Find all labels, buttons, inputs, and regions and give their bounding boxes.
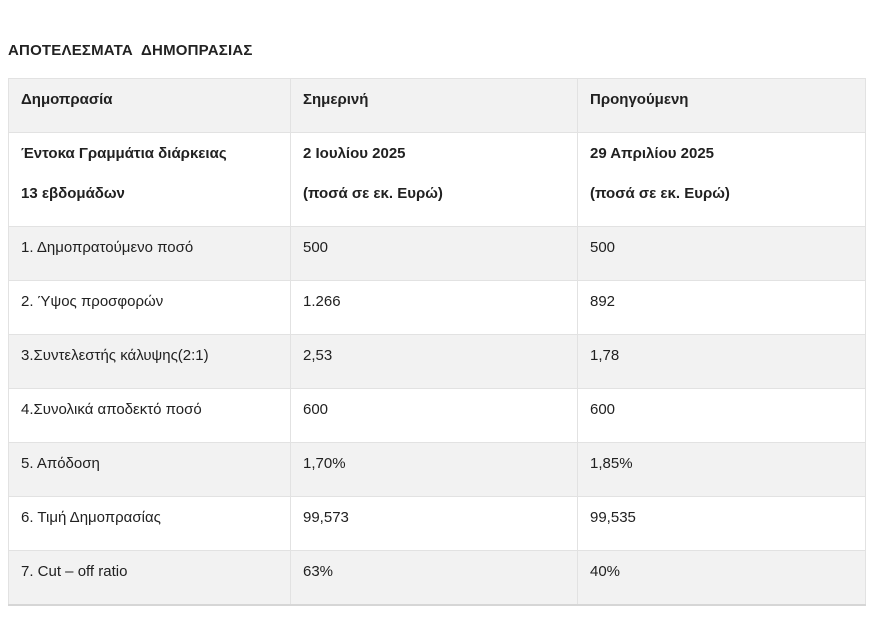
row-label: 7. Cut – off ratio — [8, 550, 291, 606]
table-header-row: Δημοπρασία Σημερινή Προηγούμενη — [8, 78, 866, 133]
previous-value: 40% — [577, 550, 866, 606]
instrument-cell: Έντοκα Γραμμάτια διάρκειας 13 εβδομάδων — [8, 132, 291, 227]
previous-value: 892 — [577, 280, 866, 335]
previous-value: 1,85% — [577, 442, 866, 497]
previous-value: 600 — [577, 388, 866, 443]
current-value: 500 — [290, 226, 578, 281]
column-header-current: Σημερινή — [290, 78, 578, 133]
instrument-duration: 13 εβδομάδων — [21, 185, 125, 202]
column-header-auction: Δημοπρασία — [8, 78, 291, 133]
table-subheader-row: Έντοκα Γραμμάτια διάρκειας 13 εβδομάδων … — [8, 132, 866, 227]
current-unit-note: (ποσά σε εκ. Ευρώ) — [303, 185, 443, 202]
current-auction-date: 2 Ιουλίου 2025 — [303, 145, 406, 162]
table-row-cut-off-ratio: 7. Cut – off ratio 63% 40% — [8, 550, 866, 606]
row-label: 3.Συντελεστής κάλυψης(2:1) — [8, 334, 291, 389]
current-auction-date-cell: 2 Ιουλίου 2025 (ποσά σε εκ. Ευρώ) — [290, 132, 578, 227]
table-row-total-bids: 2. Ύψος προσφορών 1.266 892 — [8, 280, 866, 335]
current-value: 63% — [290, 550, 578, 606]
previous-value: 500 — [577, 226, 866, 281]
table-row-coverage-ratio: 3.Συντελεστής κάλυψης(2:1) 2,53 1,78 — [8, 334, 866, 389]
row-label: 6. Τιμή Δημοπρασίας — [8, 496, 291, 551]
current-value: 2,53 — [290, 334, 578, 389]
current-value: 99,573 — [290, 496, 578, 551]
row-label: 5. Απόδοση — [8, 442, 291, 497]
table-row-auction-price: 6. Τιμή Δημοπρασίας 99,573 99,535 — [8, 496, 866, 551]
table-row-yield: 5. Απόδοση 1,70% 1,85% — [8, 442, 866, 497]
auction-results-table: Δημοπρασία Σημερινή Προηγούμενη Έντοκα Γ… — [8, 78, 866, 606]
current-value: 600 — [290, 388, 578, 443]
row-label: 4.Συνολικά αποδεκτό ποσό — [8, 388, 291, 443]
page-title: ΑΠΟΤΕΛΕΣΜΑΤΑ ΔΗΜΟΠΡΑΣΙΑΣ — [8, 42, 253, 59]
previous-auction-date: 29 Απριλίου 2025 — [590, 145, 714, 162]
previous-value: 99,535 — [577, 496, 866, 551]
row-label: 2. Ύψος προσφορών — [8, 280, 291, 335]
previous-value: 1,78 — [577, 334, 866, 389]
table-row-auctioned-amount: 1. Δημοπρατούμενο ποσό 500 500 — [8, 226, 866, 281]
row-label: 1. Δημοπρατούμενο ποσό — [8, 226, 291, 281]
current-value: 1.266 — [290, 280, 578, 335]
previous-auction-date-cell: 29 Απριλίου 2025 (ποσά σε εκ. Ευρώ) — [577, 132, 866, 227]
previous-unit-note: (ποσά σε εκ. Ευρώ) — [590, 185, 730, 202]
current-value: 1,70% — [290, 442, 578, 497]
column-header-previous: Προηγούμενη — [577, 78, 866, 133]
instrument-name: Έντοκα Γραμμάτια διάρκειας — [21, 145, 227, 162]
table-row-accepted-amount: 4.Συνολικά αποδεκτό ποσό 600 600 — [8, 388, 866, 443]
